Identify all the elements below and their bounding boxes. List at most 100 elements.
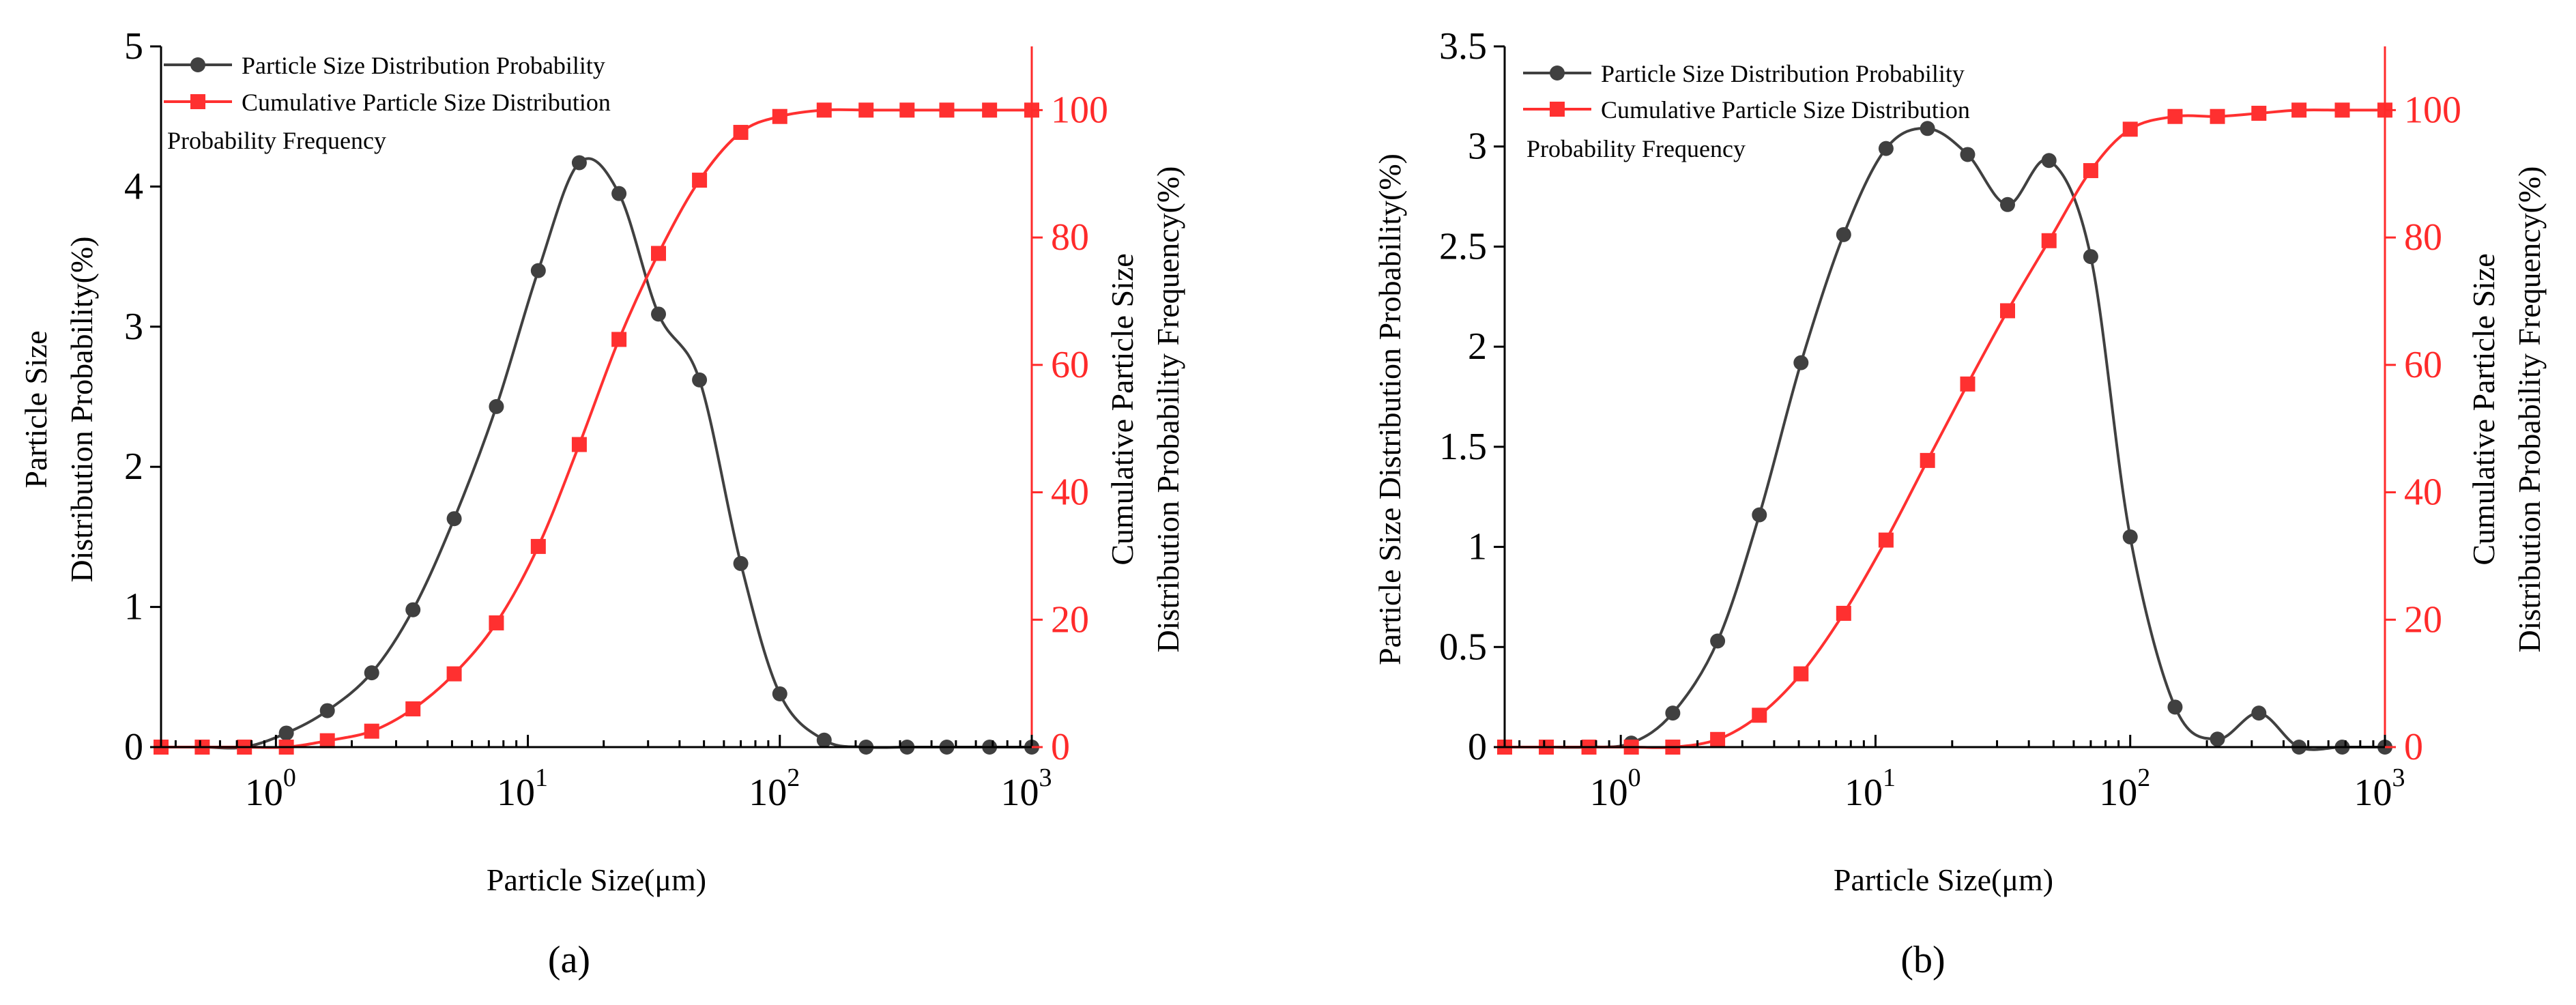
y-tick-label: 1.5 xyxy=(1439,426,1487,468)
x-tick-label-exponent: 1 xyxy=(535,763,548,792)
y-tick-label: 3.5 xyxy=(1439,25,1487,68)
x-tick-label-exponent: 2 xyxy=(787,763,800,792)
data-point-probability xyxy=(2041,153,2057,169)
y2-tick-label: 20 xyxy=(2404,598,2442,641)
y-tick-label: 3 xyxy=(124,306,143,348)
y2-tick-label: 80 xyxy=(2404,216,2442,259)
y-tick-label: 0 xyxy=(1468,726,1487,768)
y2-tick-label: 100 xyxy=(2404,89,2461,131)
data-point-cumulative xyxy=(1960,376,1976,392)
data-point-cumulative xyxy=(2041,233,2057,248)
data-point-probability xyxy=(1836,227,1851,242)
data-point-probability xyxy=(2251,705,2267,721)
legend-marker-cumulative xyxy=(1550,102,1565,117)
data-point-probability xyxy=(489,398,504,414)
data-point-probability xyxy=(2122,529,2138,544)
legend-entry-probability: Particle Size Distribution Probability xyxy=(1601,60,1965,87)
data-point-probability xyxy=(446,511,462,527)
y2-tick-label: 40 xyxy=(2404,471,2442,514)
y2-axis-title-line-2: Distribution Probability Frequency(%) xyxy=(1150,166,1185,653)
data-point-cumulative xyxy=(899,102,915,118)
y-tick-label: 0.5 xyxy=(1439,626,1487,668)
data-point-cumulative xyxy=(982,102,998,118)
y-axis-title-line-2: Distribution Probability(%) xyxy=(64,236,99,582)
x-tick-label-exponent: 1 xyxy=(1883,763,1896,792)
data-point-probability xyxy=(1710,633,1726,649)
y2-tick-label: 0 xyxy=(2404,726,2423,768)
y-tick-label: 4 xyxy=(124,165,143,207)
y2-tick-label: 40 xyxy=(1051,471,1089,514)
y-tick-label: 2 xyxy=(1468,325,1487,368)
data-point-cumulative xyxy=(939,102,955,118)
data-point-cumulative xyxy=(611,332,627,347)
x-tick-label: 101 xyxy=(497,763,548,814)
x-tick-label-exponent: 3 xyxy=(1039,763,1052,792)
x-tick-label-exponent: 0 xyxy=(1628,763,1641,792)
data-point-probability xyxy=(1960,147,1976,162)
data-point-cumulative xyxy=(858,102,874,118)
data-point-cumulative xyxy=(1836,605,1851,621)
y2-axis-title-line-1: Cumulative Particle Size xyxy=(1105,253,1140,565)
data-point-cumulative xyxy=(1793,666,1809,682)
y2-tick-label: 0 xyxy=(1051,726,1070,768)
data-point-probability xyxy=(2083,249,2098,265)
data-point-cumulative xyxy=(2291,102,2307,118)
data-point-probability xyxy=(651,306,667,322)
legend-marker-cumulative xyxy=(190,94,205,109)
y-axis-title-line-1: Particle Size xyxy=(18,330,53,488)
data-point-cumulative xyxy=(816,102,832,118)
y-tick-label: 1 xyxy=(124,586,143,628)
data-point-cumulative xyxy=(733,125,749,141)
data-point-cumulative xyxy=(1878,532,1894,548)
y2-tick-label: 60 xyxy=(1051,344,1089,386)
legend-entry-cumulative: Cumulative Particle Size Distribution xyxy=(1601,96,1970,123)
y2-tick-label: 60 xyxy=(2404,344,2442,386)
data-point-probability xyxy=(405,602,421,617)
x-axis-title: Particle Size(μm) xyxy=(1834,862,2053,897)
data-point-probability xyxy=(692,372,708,388)
x-tick-label-exponent: 3 xyxy=(2392,763,2405,792)
data-point-cumulative xyxy=(319,733,335,748)
y2-axis-title-line-2: Distribution Probability Frequency(%) xyxy=(2512,166,2547,653)
data-point-cumulative xyxy=(2210,108,2225,124)
legend-entry-cumulative: Cumulative Particle Size Distribution xyxy=(242,89,611,116)
data-point-cumulative xyxy=(364,723,379,739)
data-point-probability xyxy=(530,263,546,278)
data-point-cumulative xyxy=(2334,102,2350,118)
data-point-probability xyxy=(1920,121,1935,136)
legend-marker-probability xyxy=(190,57,205,72)
x-tick-label-exponent: 2 xyxy=(2137,763,2150,792)
data-point-probability xyxy=(571,155,587,171)
legend-entry-cumulative-continuation: Probability Frequency xyxy=(167,127,386,154)
panel-label: (b) xyxy=(1900,939,1945,981)
data-point-cumulative xyxy=(2000,303,2016,319)
data-point-probability xyxy=(1752,507,1767,523)
data-point-cumulative xyxy=(530,538,546,554)
data-point-cumulative xyxy=(2167,108,2183,124)
data-point-cumulative xyxy=(489,615,504,630)
legend-entry-probability: Particle Size Distribution Probability xyxy=(242,52,605,79)
data-point-probability xyxy=(278,725,294,741)
data-point-cumulative xyxy=(405,701,421,716)
y-tick-label: 2.5 xyxy=(1439,225,1487,267)
panel-label: (a) xyxy=(548,939,590,981)
legend-marker-probability xyxy=(1550,65,1565,81)
y-axis-title: Particle Size Distribution Probability(%… xyxy=(1372,154,1407,665)
y2-tick-label: 80 xyxy=(1051,216,1089,259)
data-point-probability xyxy=(319,703,335,718)
x-axis-title: Particle Size(μm) xyxy=(487,862,706,897)
data-point-probability xyxy=(772,686,787,701)
y2-tick-label: 100 xyxy=(1051,89,1108,131)
data-point-probability xyxy=(2000,196,2016,212)
y-tick-label: 1 xyxy=(1468,526,1487,568)
y-tick-label: 5 xyxy=(124,25,143,68)
data-point-probability xyxy=(733,555,749,571)
data-point-cumulative xyxy=(651,246,667,261)
data-point-probability xyxy=(2210,731,2225,747)
legend-entry-cumulative-continuation: Probability Frequency xyxy=(1526,135,1746,162)
y-tick-label: 2 xyxy=(124,446,143,488)
data-point-cumulative xyxy=(446,666,462,682)
data-point-probability xyxy=(816,732,832,748)
y2-tick-label: 20 xyxy=(1051,598,1089,641)
